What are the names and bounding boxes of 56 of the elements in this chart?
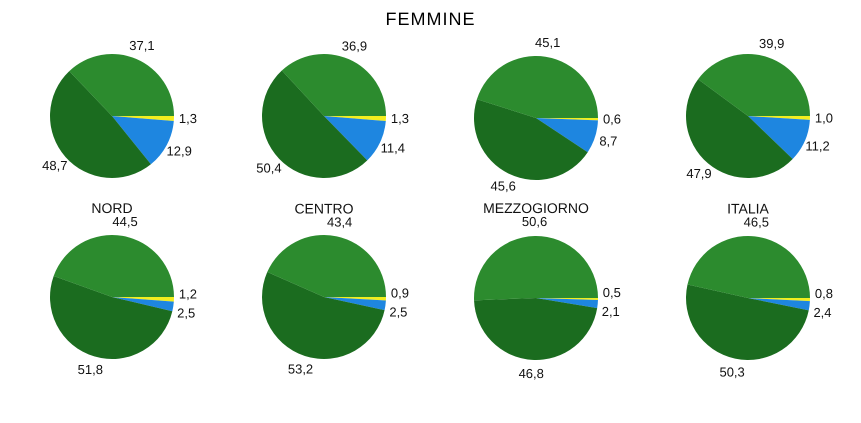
pie-slice [476,56,598,118]
pie-slice [474,99,588,180]
data-label: 8,7 [598,133,617,148]
text: FEMMINE [384,8,476,31]
data-label: 2,5 [388,304,407,320]
data-label: 0,6 [602,111,621,126]
pie-slice [50,276,172,359]
data-label: 48,7 [42,158,67,174]
pie-slice [686,79,792,178]
data-label: 2,5 [176,306,195,321]
data-label: 11,4 [380,140,404,156]
data-label: 37,1 [128,38,154,54]
data-label: 1,2 [178,286,197,302]
data-label: 0,8 [814,286,832,302]
pie-slice [536,298,598,308]
pie-slice [536,118,598,152]
pie-slice [266,235,386,297]
data-label: 0,5 [602,284,620,300]
data-label: 50,6 [521,214,547,230]
pie-slice [281,54,386,116]
data-label: 2,1 [601,304,620,319]
pie-slice [686,236,810,298]
pie-slice [112,297,174,312]
data-label: 1,3 [390,111,408,126]
data-label: 36,9 [341,38,367,54]
data-label: 51,8 [77,362,102,377]
data-label: 43,4 [326,214,352,230]
data-label: 45,6 [490,178,516,194]
data-label: 47,9 [686,166,712,182]
data-label: 50,4 [256,160,282,176]
pie-slice [53,235,174,297]
pie-slice [686,284,808,360]
data-label: 44,5 [112,214,138,230]
data-label: 0,9 [390,286,408,301]
data-label: 2,4 [812,305,832,320]
data-label: 1,0 [814,110,832,126]
data-label: 50,3 [718,364,744,380]
chart-title: ITALIA [726,200,770,216]
pie-slice [474,298,597,360]
data-label: 1,3 [178,111,196,126]
pie-slice [698,54,810,116]
data-label: 53,2 [287,361,313,376]
pie-slice [262,272,384,359]
pie-slice [324,297,386,310]
data-label: 11,2 [804,138,830,154]
data-label: 39,9 [758,36,784,51]
pie-slice [748,298,810,310]
chart-title: CENTRO [294,200,354,217]
data-label: 46,8 [518,366,544,381]
data-label: 12,9 [166,144,192,159]
pie-slice [68,54,174,116]
data-label: 46,5 [743,214,768,230]
pie-slice [474,236,598,300]
chart-title: MEZZOGIORNO [482,200,588,216]
data-label: 45,1 [534,34,560,50]
chart-title: NORD [90,200,132,216]
